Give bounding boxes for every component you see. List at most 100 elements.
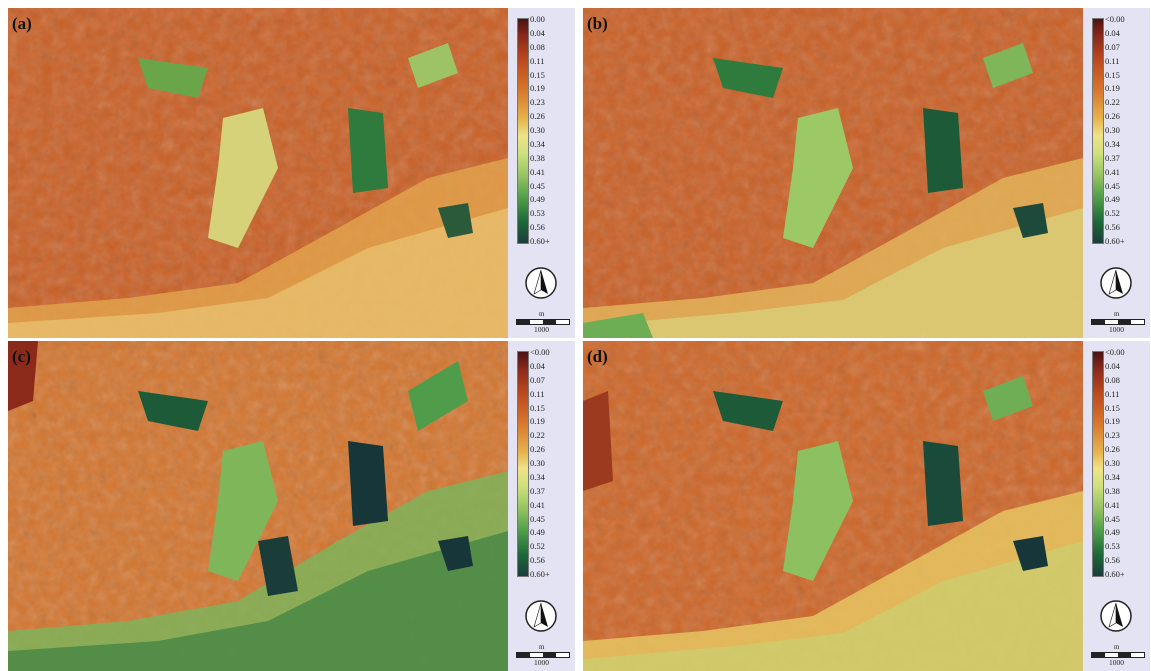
legend-tick: 0.45 bbox=[530, 180, 545, 191]
legend-tick: 0.38 bbox=[1105, 485, 1120, 496]
legend-tick: 0.30 bbox=[1105, 458, 1120, 468]
legend-tick: 0.19 bbox=[1105, 83, 1120, 94]
legend-tick: 0.15 bbox=[1105, 402, 1120, 413]
legend-tick: 0.15 bbox=[530, 69, 545, 80]
legend-tick: 0.04 bbox=[530, 27, 545, 38]
scale-value: 1000 bbox=[534, 325, 549, 334]
legend-tick: 0.30 bbox=[530, 125, 545, 135]
map-image bbox=[583, 341, 1083, 671]
map-image bbox=[8, 341, 508, 671]
legend-tick: 0.26 bbox=[530, 444, 545, 455]
north-arrow-icon bbox=[525, 600, 557, 632]
legend-tick: 0.45 bbox=[1105, 513, 1120, 524]
legend-tick: 0.41 bbox=[1105, 499, 1120, 510]
map-image bbox=[8, 8, 508, 338]
legend-tick: 0.56 bbox=[530, 555, 545, 566]
legend-tick: 0.52 bbox=[1105, 208, 1120, 219]
scale-unit: m bbox=[1114, 310, 1120, 318]
legend-tick: 0.30 bbox=[1105, 125, 1120, 135]
map-panel-c: (c) <0.00 0.04 0.07 0.11 0.15 0.19 0.22 … bbox=[8, 341, 575, 671]
scale-line bbox=[1091, 652, 1145, 658]
map-raster bbox=[583, 8, 1083, 338]
scale-bar: m 1000 bbox=[514, 641, 570, 667]
scale-unit: m bbox=[1114, 643, 1120, 651]
scale-line bbox=[1091, 319, 1145, 325]
panel-label: (c) bbox=[12, 347, 31, 366]
panel-label: (b) bbox=[587, 14, 608, 33]
map-raster bbox=[8, 8, 508, 338]
legend-tick: 0.23 bbox=[1105, 430, 1120, 441]
legend-tick: 0.60+ bbox=[530, 569, 550, 579]
legend-tick: 0.49 bbox=[530, 527, 545, 538]
legend-tick: <0.00 bbox=[1105, 347, 1125, 357]
panel-label: (a) bbox=[12, 14, 32, 33]
legend-tick: 0.11 bbox=[530, 55, 545, 66]
legend-tick: <0.00 bbox=[1105, 14, 1125, 24]
map-raster bbox=[583, 341, 1083, 671]
legend-tick: 0.04 bbox=[1105, 27, 1120, 38]
map-raster bbox=[8, 341, 508, 671]
legend-tick: 0.45 bbox=[1105, 180, 1120, 191]
scale-unit: m bbox=[539, 310, 545, 318]
legend-tick: 0.26 bbox=[1105, 444, 1120, 455]
north-arrow-icon bbox=[1100, 600, 1132, 632]
legend-tick: 0.04 bbox=[530, 360, 545, 371]
legend-tick: 0.26 bbox=[1105, 111, 1120, 122]
scale-bar: m 1000 bbox=[514, 308, 570, 334]
legend-tick: 0.23 bbox=[530, 97, 545, 108]
legend-tick: 0.04 bbox=[1105, 360, 1120, 371]
scale-bar: m 1000 bbox=[1089, 641, 1145, 667]
legend-tick: 0.60+ bbox=[1105, 236, 1125, 246]
legend-tick: 0.11 bbox=[1105, 55, 1120, 66]
north-arrow-icon bbox=[1100, 267, 1132, 299]
legend-tick-labels: <0.00 0.04 0.07 0.11 0.15 0.19 0.22 0.26… bbox=[1105, 14, 1147, 246]
scale-value: 1000 bbox=[1109, 325, 1124, 334]
legend-tick: 0.26 bbox=[530, 111, 545, 122]
legend-tick: 0.56 bbox=[1105, 222, 1120, 233]
legend-tick-labels: <0.00 0.04 0.08 0.11 0.15 0.19 0.23 0.26… bbox=[1105, 347, 1147, 579]
legend-tick: 0.41 bbox=[530, 499, 545, 510]
legend-tick: 0.19 bbox=[530, 83, 545, 94]
panel-label: (d) bbox=[587, 347, 608, 366]
map-panel-a: (a) 0.00 0.04 0.08 0.11 0.15 0.19 0.23 0… bbox=[8, 8, 575, 338]
legend-tick-labels: <0.00 0.04 0.07 0.11 0.15 0.19 0.22 0.26… bbox=[530, 347, 572, 579]
legend-tick: 0.30 bbox=[530, 458, 545, 468]
legend-tick: 0.22 bbox=[1105, 97, 1120, 108]
scale-line bbox=[516, 319, 570, 325]
legend-tick: 0.56 bbox=[530, 222, 545, 233]
legend-color-ramp bbox=[1092, 18, 1104, 244]
legend-tick: 0.45 bbox=[530, 513, 545, 524]
scale-value: 1000 bbox=[534, 658, 549, 667]
legend-tick: 0.08 bbox=[530, 41, 545, 52]
legend-tick: 0.11 bbox=[1105, 388, 1120, 399]
legend-tick: 0.53 bbox=[530, 208, 545, 219]
scale-line bbox=[516, 652, 570, 658]
legend-tick: 0.49 bbox=[1105, 194, 1120, 205]
legend-tick: 0.34 bbox=[1105, 471, 1120, 482]
color-legend: <0.00 0.04 0.08 0.11 0.15 0.19 0.23 0.26… bbox=[1089, 347, 1147, 587]
north-arrow-icon bbox=[525, 267, 557, 299]
legend-tick: 0.52 bbox=[530, 541, 545, 552]
legend-color-ramp bbox=[1092, 351, 1104, 577]
legend-tick: 0.15 bbox=[1105, 69, 1120, 80]
legend-tick: 0.41 bbox=[530, 166, 545, 177]
legend-color-ramp bbox=[517, 351, 529, 577]
color-legend: <0.00 0.04 0.07 0.11 0.15 0.19 0.22 0.26… bbox=[1089, 14, 1147, 254]
legend-tick: <0.00 bbox=[530, 347, 550, 357]
legend-tick: 0.19 bbox=[530, 416, 545, 427]
color-legend: 0.00 0.04 0.08 0.11 0.15 0.19 0.23 0.26 … bbox=[514, 14, 572, 254]
legend-tick-labels: 0.00 0.04 0.08 0.11 0.15 0.19 0.23 0.26 … bbox=[530, 14, 572, 246]
legend-tick: 0.22 bbox=[530, 430, 545, 441]
legend-tick: 0.60+ bbox=[1105, 569, 1125, 579]
legend-tick: 0.07 bbox=[1105, 41, 1120, 52]
color-legend: <0.00 0.04 0.07 0.11 0.15 0.19 0.22 0.26… bbox=[514, 347, 572, 587]
legend-tick: 0.56 bbox=[1105, 555, 1120, 566]
legend-tick: 0.41 bbox=[1105, 166, 1120, 177]
legend-tick: 0.00 bbox=[530, 14, 545, 24]
legend-tick: 0.07 bbox=[530, 374, 545, 385]
legend-tick: 0.37 bbox=[1105, 152, 1120, 163]
legend-tick: 0.37 bbox=[530, 485, 545, 496]
legend-tick: 0.49 bbox=[530, 194, 545, 205]
scale-bar: m 1000 bbox=[1089, 308, 1145, 334]
scale-value: 1000 bbox=[1109, 658, 1124, 667]
